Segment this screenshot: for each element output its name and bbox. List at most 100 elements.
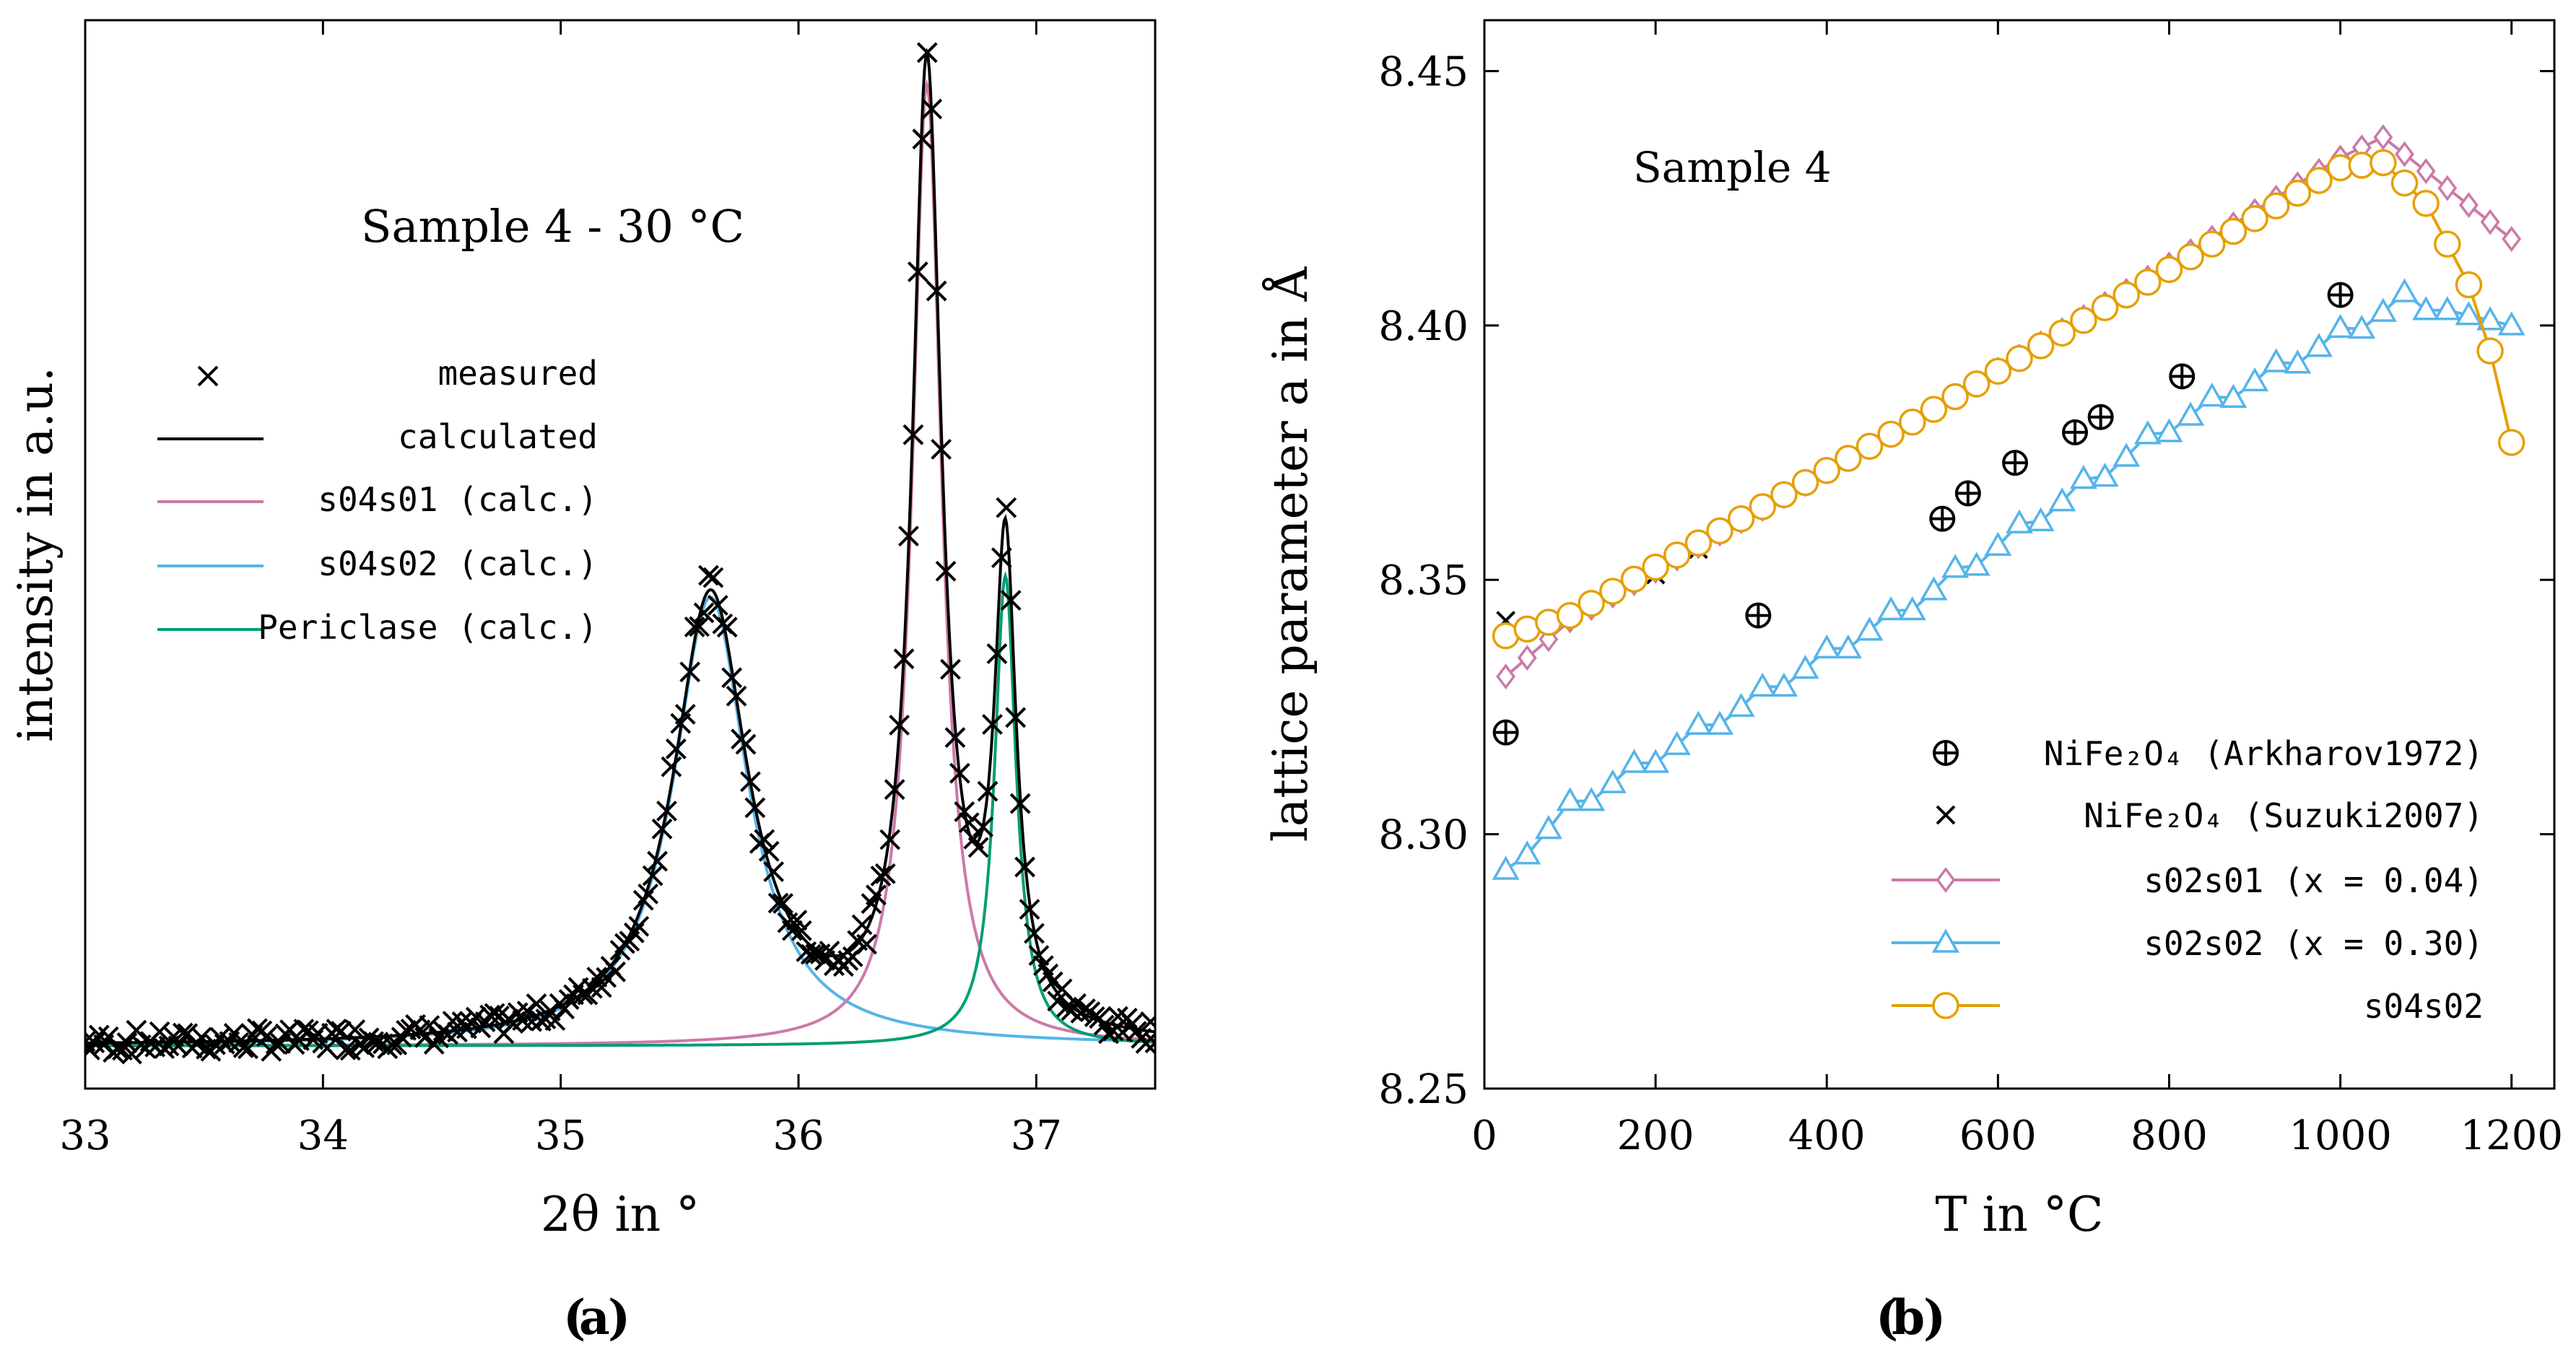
data-point (2027, 507, 2055, 531)
measured-point (479, 1004, 500, 1026)
y-tick-label: 8.35 (1378, 557, 1468, 604)
data-point (1556, 601, 1584, 629)
measured-point (967, 837, 989, 858)
data-point (1598, 769, 1627, 793)
measured-point (238, 1038, 258, 1060)
x-tick-label: 0 (1471, 1112, 1497, 1159)
data-point (2373, 124, 2393, 151)
measured-point (893, 648, 915, 670)
y-tick-label: 8.30 (1378, 812, 1468, 859)
panel-b-x-axis-label: T in °C (1935, 1187, 2103, 1242)
panel-b-annotation: Sample 4 (1633, 143, 1832, 192)
data-point (1706, 710, 1734, 735)
x-tick-label: 1000 (2289, 1112, 2392, 1159)
measured-point (949, 762, 970, 784)
measured-point (642, 865, 663, 886)
data-point (1936, 805, 1956, 825)
measured-point (689, 616, 710, 637)
measured-point (721, 667, 743, 689)
legend-suzuki-marker (1936, 805, 1956, 825)
panel-b-y-axis-label: lattice parameter a in Å (1263, 266, 1318, 842)
measured-point (912, 128, 934, 149)
data-point (2048, 319, 2076, 347)
measured-point (758, 840, 780, 862)
data-point (2434, 230, 2461, 258)
legend-periclase-label: Periclase (calc.) (258, 608, 598, 647)
data-point (1642, 749, 1670, 773)
measured-point (767, 892, 789, 914)
data-point (1727, 505, 1755, 533)
measured-point (874, 863, 896, 884)
data-point (2198, 230, 2226, 258)
data-point (1534, 815, 1562, 840)
data-point (2006, 344, 2033, 372)
legend-s02s01-label: s02s01 (x = 0.04) (2144, 861, 2484, 900)
data-point (2133, 420, 2162, 445)
data-point (2091, 462, 2119, 487)
data-point (2395, 141, 2414, 167)
panel-a-caption-close: ) (608, 1289, 630, 1346)
y-tick-label: 8.40 (1378, 303, 1468, 350)
measured-point (898, 526, 919, 547)
legend-arkharov-label: NiFe₂O₄ (Arkharov1972) (2044, 734, 2484, 773)
measured-point (573, 984, 593, 1006)
data-point (2062, 419, 2089, 445)
measured-point (596, 967, 617, 988)
panel-b-series (1492, 124, 2525, 880)
measured-point (991, 547, 1012, 569)
data-point (1813, 456, 1840, 484)
measured-point (1028, 945, 1050, 967)
data-point (1899, 409, 1926, 436)
data-point (2070, 307, 2097, 334)
measured-point (800, 943, 822, 965)
data-point (1984, 531, 2012, 557)
measured-point (1000, 590, 1022, 611)
measured-point (1009, 793, 1031, 814)
measured-point (665, 738, 687, 759)
data-point (2219, 383, 2248, 409)
data-point (2284, 179, 2312, 207)
measured-point (935, 560, 957, 582)
measured-point (744, 797, 766, 819)
data-point (1663, 731, 1691, 756)
data-point (2198, 382, 2226, 407)
data-point (2069, 464, 2097, 489)
data-point (2433, 296, 2461, 321)
data-point (1517, 645, 1537, 671)
panel-a-y-axis-label: intensity in a.u. (8, 367, 64, 742)
measured-point (581, 977, 603, 999)
data-point (1663, 541, 1691, 569)
data-point (1578, 787, 1606, 811)
data-point (1791, 655, 1819, 679)
data-point (1578, 590, 1605, 617)
data-point (1962, 370, 1990, 398)
data-point (2284, 349, 2312, 374)
measured-point (977, 780, 998, 802)
panel-b-frame (1483, 19, 2556, 1090)
measured-point (940, 658, 961, 680)
data-point (2455, 271, 2483, 299)
legend-calculated-label: calculated (398, 417, 598, 456)
measured-point (916, 42, 938, 64)
measured-point (926, 280, 947, 302)
x-tick-label: 1200 (2460, 1112, 2563, 1159)
measured-point (651, 818, 673, 840)
x-tick-label: 600 (1959, 1112, 2037, 1159)
measured-point (735, 733, 757, 755)
data-point (2480, 209, 2500, 235)
data-point (1932, 992, 1959, 1019)
data-point (1941, 383, 1969, 411)
data-point (1835, 445, 1862, 472)
measured-point (921, 98, 943, 120)
legend-measured-marker (197, 365, 219, 387)
measured-point (958, 812, 980, 834)
data-point (2497, 311, 2525, 336)
data-point (1941, 554, 1970, 578)
panel-a-legend: measured calculated s04s01 (calc.) s04s0… (157, 354, 598, 647)
panel-a-caption-open: ( (563, 1289, 586, 1346)
measured-point (954, 801, 975, 822)
measured-point (656, 801, 677, 821)
panel-a-x-ticks: 33 34 35 36 37 (59, 20, 1062, 1159)
measured-point (107, 1038, 129, 1060)
